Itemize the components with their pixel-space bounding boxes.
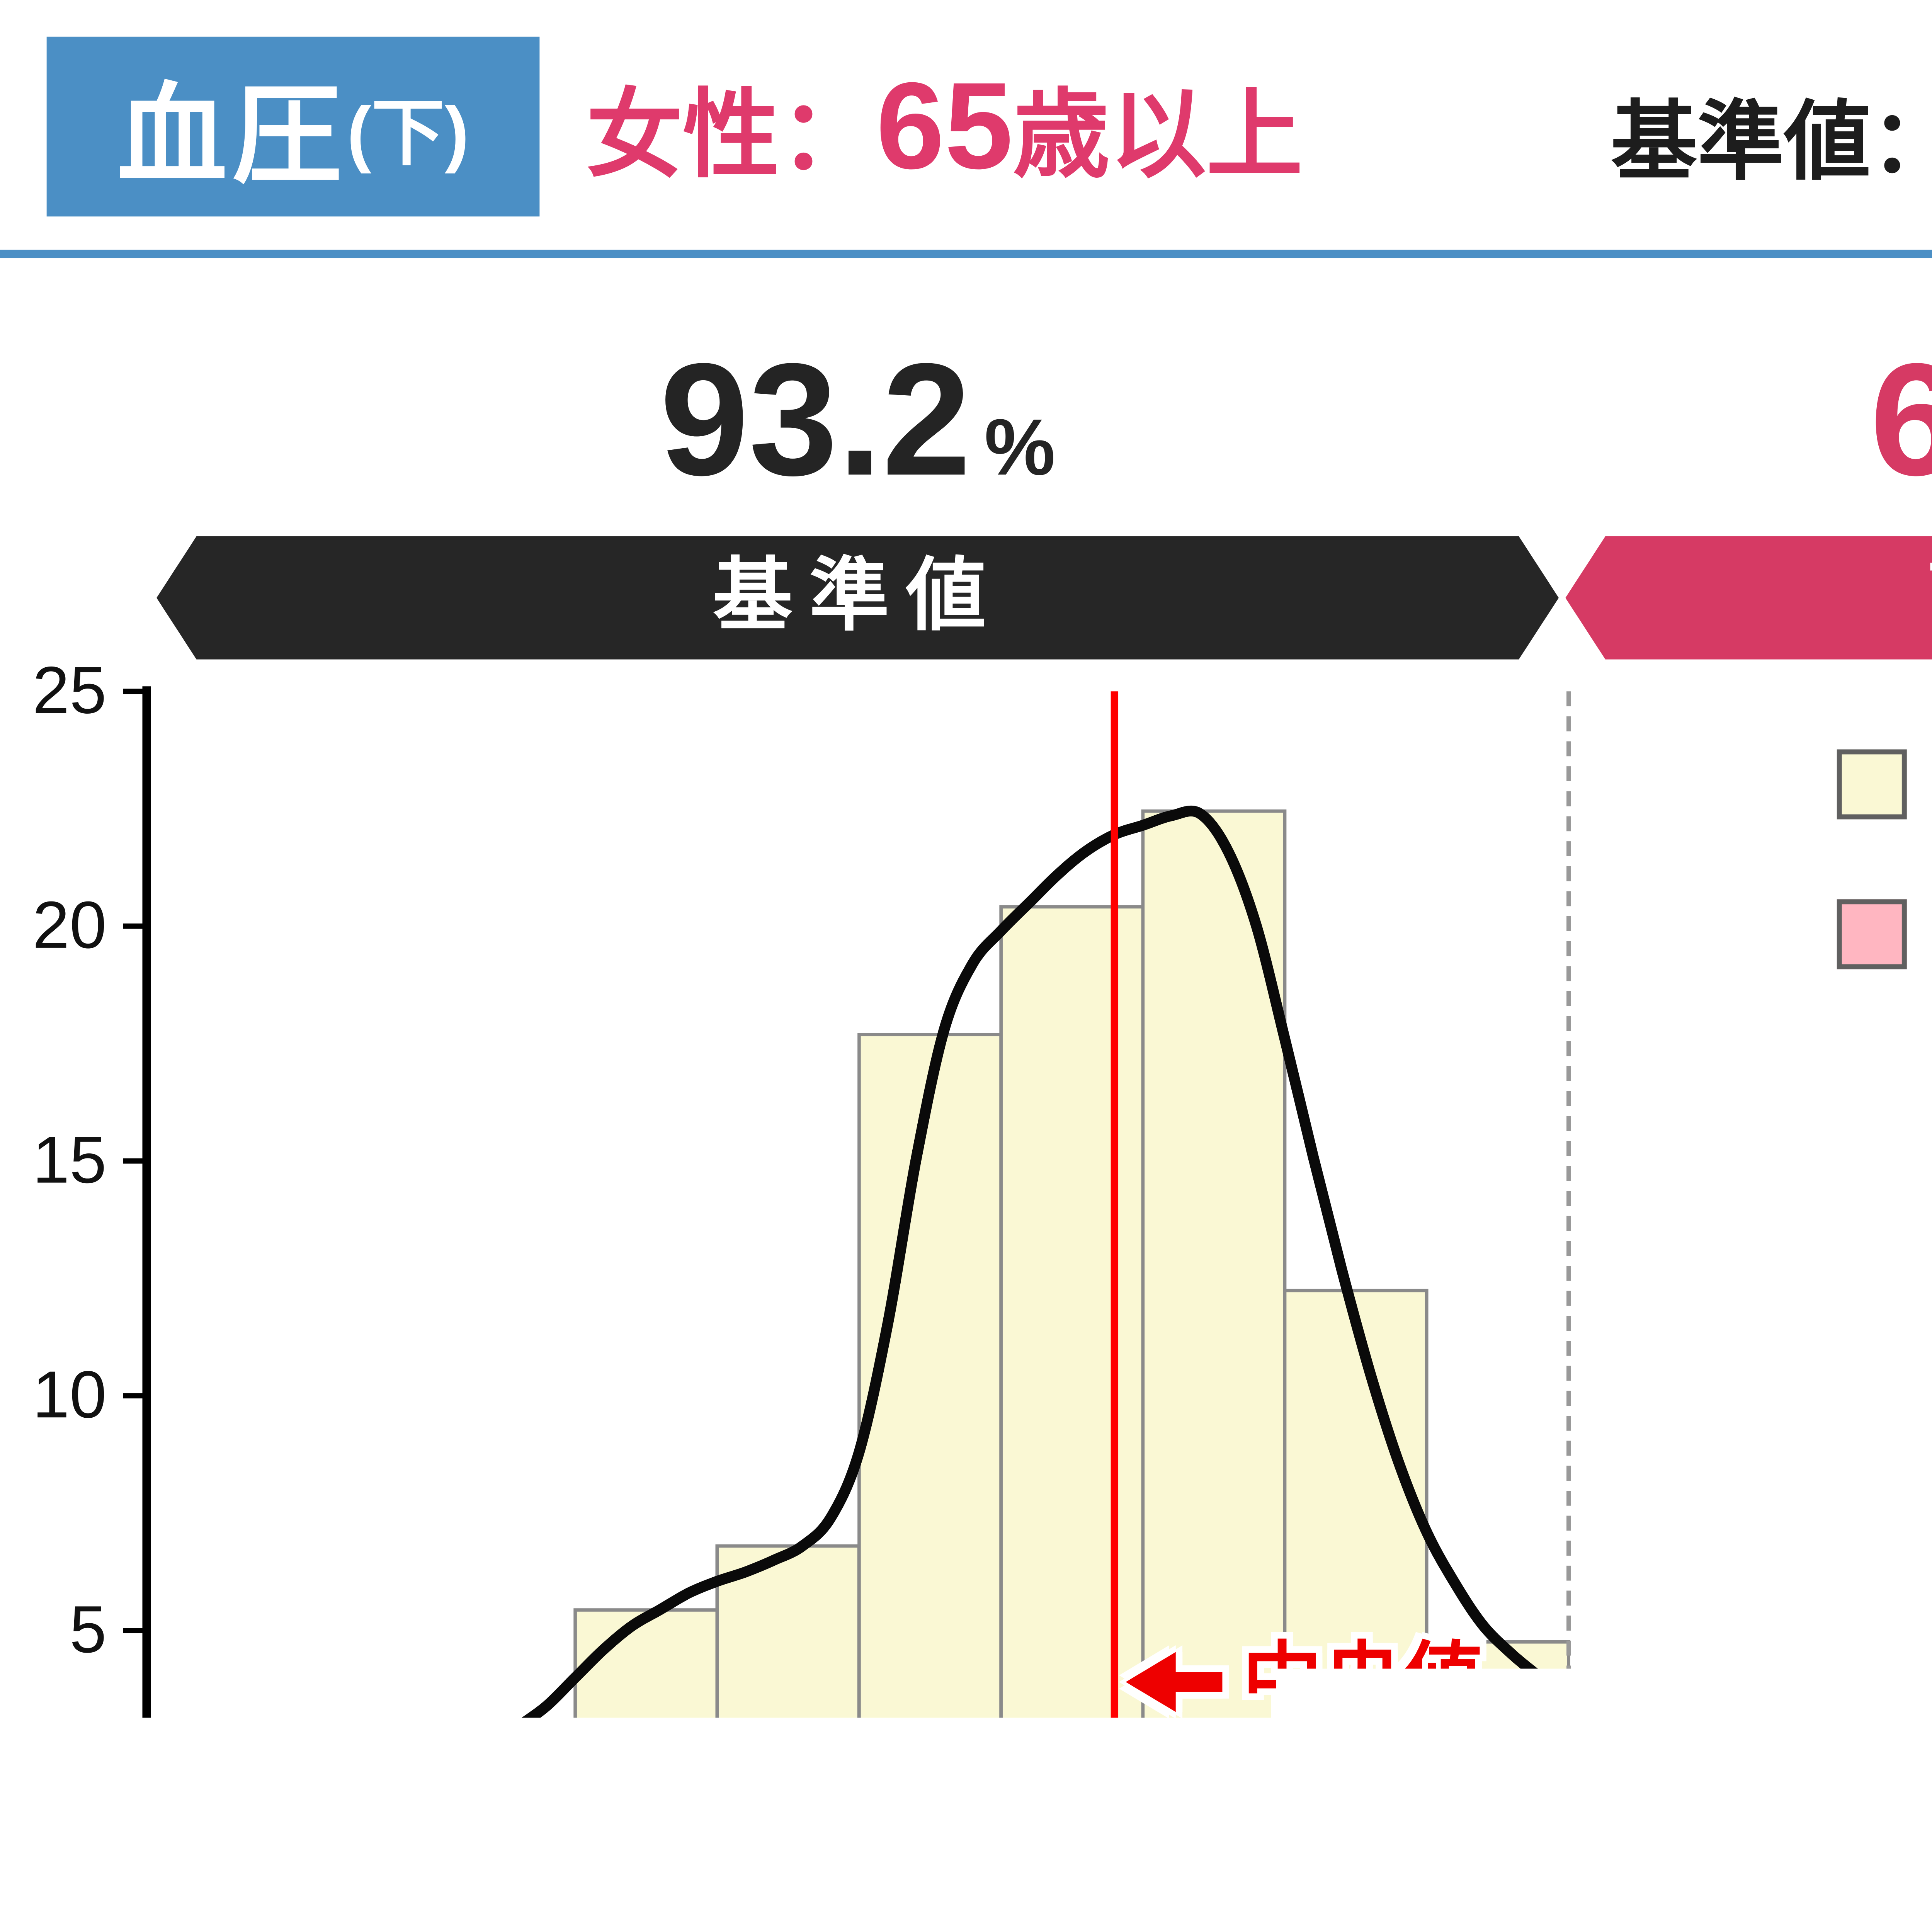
x-tick-label-45: 45 bbox=[253, 1899, 330, 1932]
median-annotation-row: 中央値 bbox=[1126, 1642, 1482, 1722]
legend-swatch-normal bbox=[1837, 749, 1907, 819]
y-tick-label-15: 15 bbox=[32, 1122, 107, 1197]
bar-50-55 bbox=[433, 1738, 575, 1866]
bar-70-75 bbox=[1001, 907, 1143, 1866]
median-value: 74 bbox=[1126, 1735, 1482, 1838]
bar-100-105 bbox=[1852, 1833, 1932, 1866]
y-tick-label-20: 20 bbox=[32, 888, 107, 962]
legend-item-high: 高値 bbox=[1837, 893, 1932, 976]
bar-90-95 bbox=[1568, 1738, 1710, 1866]
y-tick-label-5: 5 bbox=[70, 1592, 107, 1667]
y-tick-label-0: 0 bbox=[70, 1827, 107, 1901]
bar-60-65 bbox=[717, 1546, 859, 1866]
blood-pressure-infographic: 血圧 (下) 女性：65歳以上 基準値：90mmHg未満 93.2% 6.8% … bbox=[0, 0, 1932, 1932]
x-tick-label-55: 55 bbox=[536, 1899, 614, 1932]
x-tick-label-95: 95 bbox=[1672, 1899, 1749, 1932]
bar-55-60 bbox=[575, 1610, 717, 1866]
left-arrow-icon bbox=[1126, 1652, 1226, 1712]
x-tick-label-85: 85 bbox=[1388, 1899, 1466, 1932]
x-tick-label-75: 75 bbox=[1104, 1899, 1182, 1932]
median-label: 中央値 bbox=[1242, 1642, 1482, 1722]
median-annotation: 中央値 74 bbox=[1126, 1642, 1482, 1839]
bar-65-70 bbox=[859, 1034, 1001, 1865]
y-tick-label-25: 25 bbox=[32, 653, 107, 727]
legend-swatch-high bbox=[1837, 899, 1907, 969]
legend-item-normal: 基準値 bbox=[1837, 743, 1932, 826]
histogram-plot: 4555657585951051150510152025 bbox=[0, 0, 1932, 1932]
y-tick-label-10: 10 bbox=[32, 1357, 107, 1432]
x-tick-label-65: 65 bbox=[820, 1899, 898, 1932]
legend: 基準値 高値 bbox=[1837, 743, 1932, 976]
